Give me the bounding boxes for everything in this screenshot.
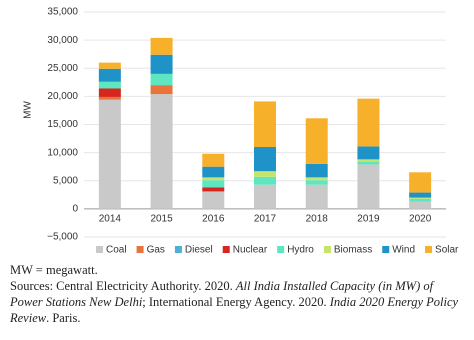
legend-swatch [136, 246, 144, 253]
x-tick-label: 2017 [254, 214, 277, 225]
bar-segment [357, 98, 380, 147]
y-tick-label: −5,000 [47, 232, 78, 243]
legend-swatch [96, 246, 103, 253]
bar-segment [357, 159, 380, 162]
legend-swatch [174, 246, 182, 253]
bar-segment [254, 176, 276, 185]
bar-segment [150, 94, 173, 209]
bar-segment [254, 101, 276, 147]
bar-segment [357, 161, 380, 165]
source-text: . Paris. [46, 311, 81, 325]
x-tick-label: 2018 [306, 214, 329, 225]
bar-segment [202, 166, 225, 178]
bar-segment [98, 81, 121, 89]
y-tick-label: 0 [72, 204, 78, 215]
bar-segment [254, 171, 276, 177]
bar-segment [150, 73, 173, 86]
legend-swatch [277, 246, 285, 253]
bar-segment [254, 184, 276, 209]
source-text: Sources: Central Electricity Authority. … [10, 279, 236, 293]
sources-note: Sources: Central Electricity Authority. … [10, 278, 466, 326]
legend-swatch [382, 246, 390, 253]
y-tick-label: 35,000 [47, 7, 78, 18]
legend-label: Biomass [334, 245, 372, 256]
bar-segment [202, 180, 225, 188]
legend-label: Wind [392, 245, 415, 256]
x-tick-label: 2020 [409, 214, 432, 225]
bar-segment [409, 198, 432, 202]
bar-segment [305, 118, 328, 164]
legend-label: Hydro [287, 245, 314, 256]
bar-segment [98, 88, 121, 97]
bar-segment [202, 153, 225, 167]
legend-label: Solar [435, 245, 459, 256]
legend-label: Diesel [185, 245, 213, 256]
bar-segment [98, 96, 121, 100]
x-tick-label: 2019 [357, 214, 380, 225]
bar-segment [202, 177, 225, 181]
bar-segment [409, 192, 432, 198]
bar-segment [98, 99, 121, 209]
bar-segment [305, 163, 328, 178]
bar-segment [357, 164, 380, 209]
bar-segment [305, 177, 328, 181]
bar-segment [305, 184, 328, 209]
y-tick-label: 20,000 [47, 91, 78, 102]
bar-segment [98, 68, 121, 82]
y-tick-label: 25,000 [47, 63, 78, 74]
bar-segment [150, 54, 173, 74]
legend-swatch [323, 246, 331, 253]
legend-swatch [222, 246, 230, 253]
y-tick-label: 10,000 [47, 147, 78, 158]
legend-swatch [425, 246, 433, 253]
x-tick-label: 2016 [202, 214, 225, 225]
y-axis-label: MW [23, 101, 34, 119]
bar-segment [357, 146, 380, 160]
chart: MW −5,000 0 5,000 10,000 15,000 20,000 25,000 3… [23, 7, 459, 256]
bar-segment [409, 197, 432, 199]
bar-segment [98, 62, 121, 69]
source-title: All India Installed Capacity (in MW) of … [10, 279, 434, 309]
legend-label: Gas [147, 245, 165, 256]
y-tick-label: 30,000 [47, 35, 78, 46]
notes: MW = megawatt. Sources: Central Electric… [10, 262, 466, 326]
bar-segment [150, 37, 173, 55]
legend-label: Coal [106, 245, 127, 256]
bar-segment [305, 180, 328, 185]
bar-segment [254, 147, 276, 172]
units-note: MW = megawatt. [10, 263, 98, 277]
x-tick-label: 2015 [150, 214, 173, 225]
source-title: India 2020 Energy Policy Review [10, 295, 459, 325]
legend-label: Nuclear [233, 245, 268, 256]
x-tick-label: 2014 [99, 214, 122, 225]
bar-segment [150, 85, 173, 95]
y-tick-label: 15,000 [47, 119, 78, 130]
bar-segment [202, 191, 225, 209]
bar-segment [409, 172, 432, 193]
y-tick-label: 5,000 [53, 175, 78, 186]
bar-segment [409, 201, 432, 209]
bar-segment [202, 187, 225, 192]
source-text: ; International Energy Agency. 2020. [142, 295, 330, 309]
